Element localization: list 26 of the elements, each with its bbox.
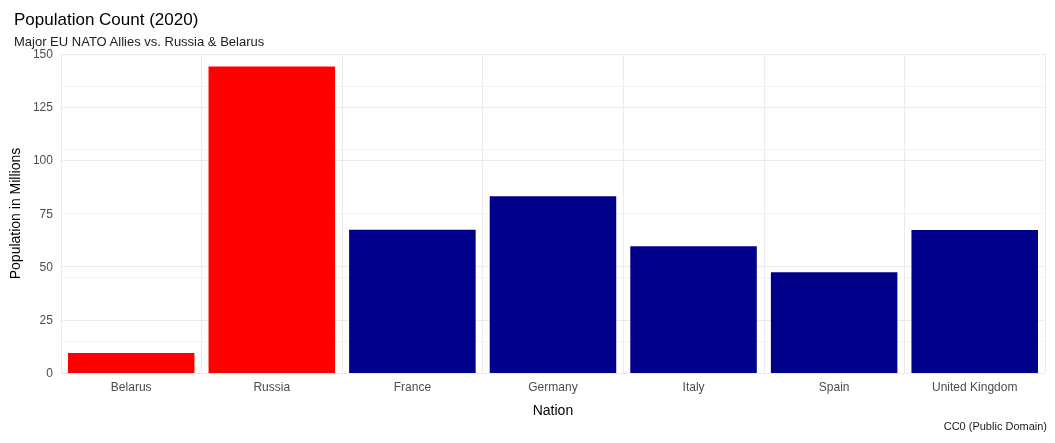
- x-tick-label: Belarus: [110, 380, 152, 394]
- bar: [770, 272, 898, 373]
- bar: [349, 229, 476, 373]
- x-tick-label: Spain: [818, 380, 850, 394]
- x-tick-label: France: [393, 380, 432, 394]
- chart-subtitle: Major EU NATO Allies vs. Russia & Belarus: [14, 34, 265, 49]
- bar: [911, 229, 1038, 373]
- bar: [208, 66, 336, 373]
- bar: [489, 196, 617, 373]
- y-tick-label: 125: [32, 100, 54, 115]
- x-tick-label: Italy: [682, 380, 705, 394]
- text: CC0 (Public Domain): [943, 419, 1047, 432]
- y-tick-label: 25: [39, 312, 54, 327]
- x-tick-label: Germany: [528, 380, 578, 394]
- y-tick-label: 75: [39, 206, 54, 221]
- y-tick-label: 50: [39, 259, 54, 274]
- bar: [630, 246, 757, 373]
- chart-title: Population Count (2020): [14, 10, 199, 29]
- y-tick-label: 100: [32, 153, 54, 168]
- x-axis-title: Nation: [532, 402, 574, 418]
- x-tick-label: Russia: [253, 380, 291, 394]
- y-axis-title: Population in Millions: [7, 147, 23, 280]
- bar: [67, 353, 195, 373]
- y-tick-label: 150: [32, 47, 54, 61]
- y-tick-label: 0: [46, 366, 54, 380]
- x-tick-label: United Kingdom: [932, 380, 1018, 394]
